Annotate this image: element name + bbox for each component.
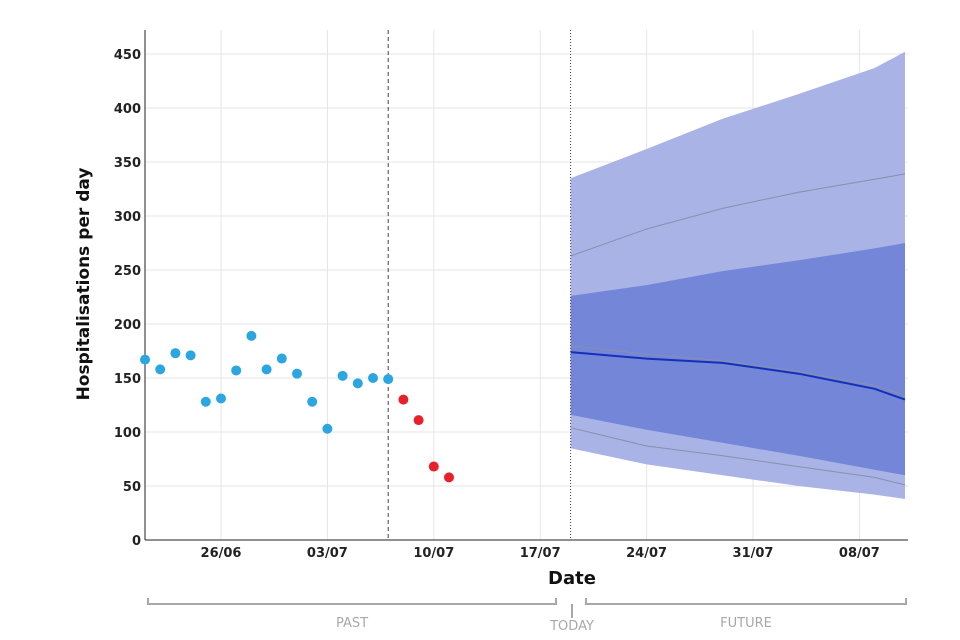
forecast-bands <box>570 51 906 500</box>
past-label: PAST <box>336 616 368 631</box>
data-point <box>428 461 439 472</box>
forecast-reference-line <box>570 345 906 396</box>
forecast-median-line <box>570 351 906 401</box>
y-tick-label: 200 <box>114 318 141 333</box>
data-point <box>307 396 318 407</box>
data-point <box>200 396 211 407</box>
data-points <box>140 330 454 483</box>
future-bracket <box>585 598 907 605</box>
y-tick-label: 0 <box>132 534 141 549</box>
data-point <box>398 394 409 405</box>
data-point <box>140 354 150 365</box>
x-tick-label: 31/07 <box>733 546 774 561</box>
x-tick-label: 24/07 <box>626 546 667 561</box>
y-tick-label: 100 <box>114 426 141 441</box>
y-tick-label: 150 <box>114 372 141 387</box>
data-point <box>231 365 242 376</box>
inner-prediction-band <box>570 243 905 476</box>
data-point <box>444 472 454 483</box>
data-point <box>368 373 378 383</box>
x-tick-label: 08/07 <box>839 546 880 561</box>
data-point <box>383 374 394 385</box>
data-point <box>216 393 226 404</box>
x-axis-title: Date <box>548 568 596 589</box>
data-point <box>413 415 424 426</box>
y-tick-label: 450 <box>114 48 141 63</box>
axes <box>144 30 908 541</box>
data-point <box>185 350 196 361</box>
y-tick-label: 350 <box>114 156 141 171</box>
data-point <box>322 423 333 434</box>
tick-labels: 0 50 100 150 200 250 300 350 400 450 26/06 03/07 10/… <box>114 48 880 561</box>
y-axis-title: Hospitalisations per day <box>74 168 94 401</box>
x-tick-label: 17/07 <box>520 546 561 561</box>
y-tick-label: 400 <box>114 102 141 117</box>
data-point <box>155 364 166 375</box>
today-label: TODAY <box>549 619 594 634</box>
y-tick-label: 250 <box>114 264 141 279</box>
x-tick-label: 10/07 <box>413 546 454 561</box>
data-point <box>261 364 272 375</box>
past-bracket <box>147 598 557 605</box>
data-point <box>352 378 363 389</box>
period-brackets <box>147 598 907 618</box>
data-point <box>276 353 287 364</box>
data-point <box>292 368 302 379</box>
data-point <box>337 370 348 381</box>
forecast-reference-line <box>570 173 906 257</box>
data-point <box>246 330 257 341</box>
y-tick-label: 300 <box>114 210 141 225</box>
x-tick-label: 26/06 <box>201 546 242 561</box>
x-tick-label: 03/07 <box>307 546 348 561</box>
future-label: FUTURE <box>720 616 772 631</box>
data-point <box>170 348 181 359</box>
vertical-markers <box>387 30 572 540</box>
y-tick-label: 50 <box>123 480 141 495</box>
forecast-reference-line <box>570 427 906 486</box>
